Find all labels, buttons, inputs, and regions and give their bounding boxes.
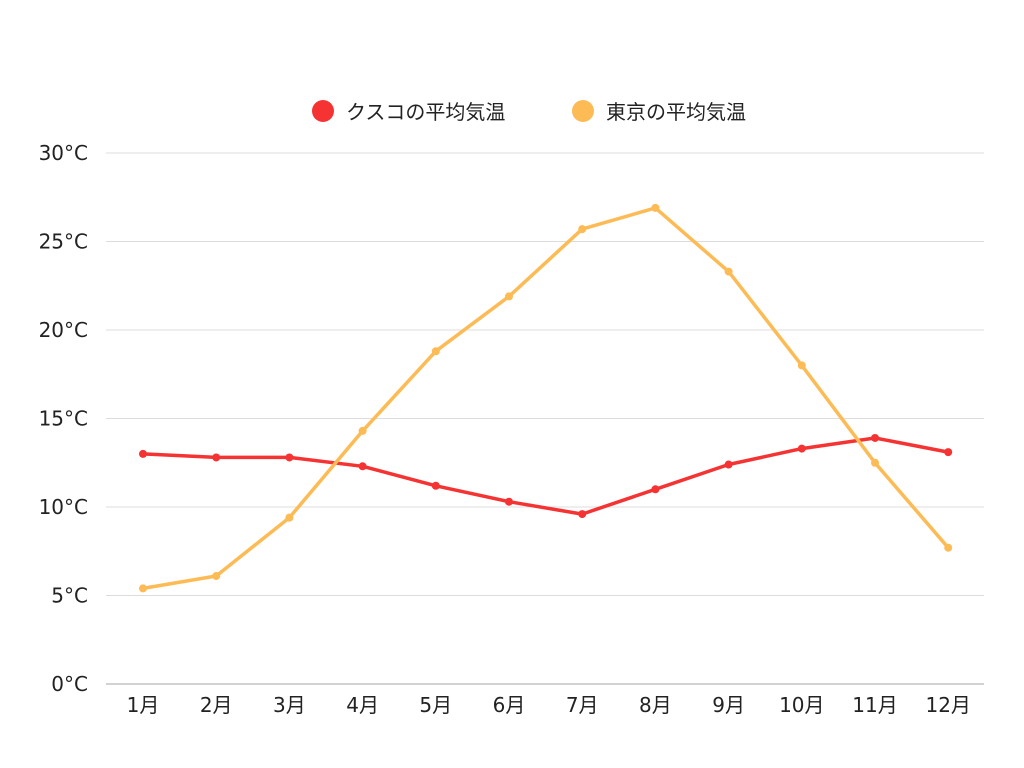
x-tick-label: 8月 <box>639 693 672 717</box>
x-tick-label: 2月 <box>200 693 233 717</box>
data-point[interactable] <box>139 449 147 458</box>
data-point[interactable] <box>431 347 440 356</box>
data-point[interactable] <box>431 481 440 490</box>
y-axis: 0°C 5°C 10°C 15°C 20°C 25°C 30°C <box>39 141 88 696</box>
y-tick-label: 30°C <box>39 141 88 165</box>
y-tick-label: 10°C <box>39 495 88 519</box>
data-point[interactable] <box>285 453 294 462</box>
series-line <box>141 206 950 591</box>
data-point[interactable] <box>797 444 806 453</box>
x-tick-label: 3月 <box>273 693 306 717</box>
data-point[interactable] <box>651 485 660 494</box>
series-line <box>141 436 950 516</box>
x-axis: 1月 2月 3月 4月 5月 6月 7月 8月 9月 10月 11月 12月 <box>106 683 984 717</box>
legend-label: クスコの平均気温 <box>346 100 505 124</box>
series-2 <box>139 203 953 593</box>
data-point[interactable] <box>358 426 367 435</box>
legend-item[interactable]: 東京の平均気温 <box>572 100 746 124</box>
data-point[interactable] <box>285 513 294 522</box>
data-point[interactable] <box>944 543 953 552</box>
data-point[interactable] <box>578 510 587 519</box>
data-point[interactable] <box>871 433 879 442</box>
series-lines <box>139 203 953 593</box>
data-point[interactable] <box>212 453 221 462</box>
y-tick-label: 15°C <box>39 407 88 431</box>
legend-label: 東京の平均気温 <box>606 100 746 124</box>
data-point[interactable] <box>212 572 221 581</box>
data-point[interactable] <box>578 225 587 234</box>
x-tick-label: 5月 <box>419 693 452 717</box>
y-gridlines <box>106 152 984 596</box>
data-point[interactable] <box>505 497 513 506</box>
x-tick-label: 7月 <box>566 693 599 717</box>
x-tick-label: 12月 <box>925 693 970 717</box>
data-point[interactable] <box>724 267 733 276</box>
data-point[interactable] <box>871 458 879 467</box>
x-tick-label: 1月 <box>127 693 160 717</box>
data-point[interactable] <box>797 361 806 370</box>
y-tick-label: 25°C <box>39 230 88 254</box>
legend-marker <box>572 100 594 122</box>
x-tick-label: 9月 <box>712 693 745 717</box>
data-point[interactable] <box>651 203 660 212</box>
x-tick-label: 4月 <box>346 693 379 717</box>
data-point[interactable] <box>139 584 147 593</box>
data-point[interactable] <box>358 462 367 471</box>
series-1 <box>139 433 953 519</box>
x-tick-label: 10月 <box>779 693 824 717</box>
x-tick-label: 11月 <box>852 693 897 717</box>
data-point[interactable] <box>505 292 513 301</box>
y-tick-label: 5°C <box>51 584 88 608</box>
legend-marker <box>312 100 334 122</box>
data-point[interactable] <box>724 460 733 469</box>
legend: クスコの平均気温 東京の平均気温 <box>312 100 746 124</box>
x-tick-label: 6月 <box>493 693 526 717</box>
legend-item[interactable]: クスコの平均気温 <box>312 100 505 124</box>
y-tick-label: 20°C <box>39 318 88 342</box>
y-tick-label: 0°C <box>51 672 88 696</box>
data-point[interactable] <box>944 448 953 457</box>
